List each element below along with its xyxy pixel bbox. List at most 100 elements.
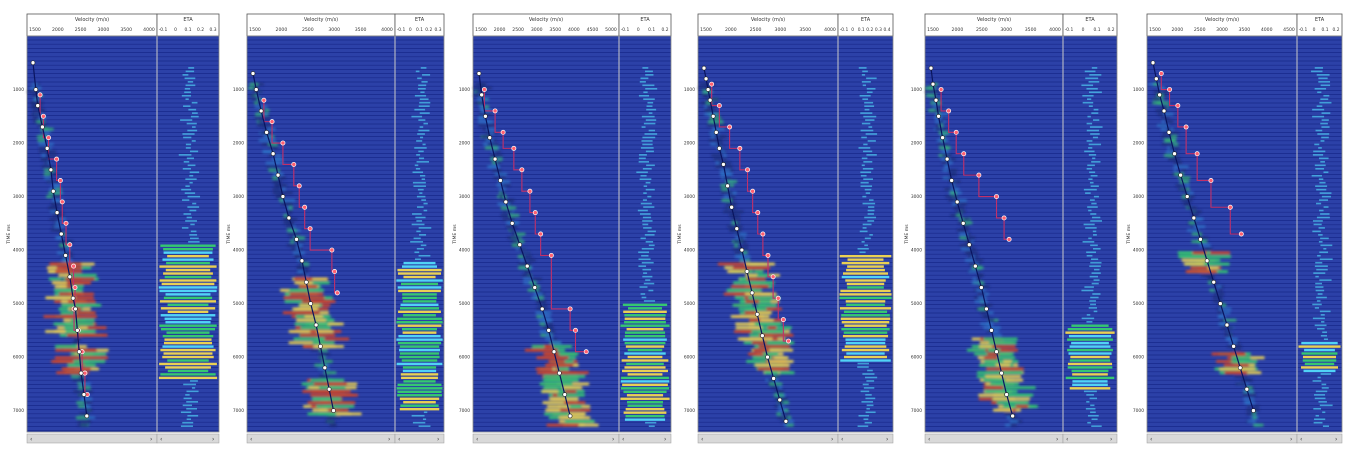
interval-velocity-point[interactable] <box>37 92 43 98</box>
interval-velocity-point[interactable] <box>307 226 313 232</box>
velocity-pick[interactable] <box>264 130 269 135</box>
velocity-pick[interactable] <box>734 226 740 231</box>
velocity-pick[interactable] <box>503 199 509 205</box>
scroll-right-icon[interactable]: › <box>664 436 666 443</box>
velocity-pick[interactable] <box>253 87 259 92</box>
velocity-pick[interactable] <box>50 188 56 194</box>
interval-velocity-point[interactable] <box>329 247 335 253</box>
velocity-pick[interactable] <box>721 162 726 167</box>
velocity-pick[interactable] <box>725 183 730 189</box>
velocity-scrollbar[interactable] <box>246 433 396 444</box>
velocity-scrollbar[interactable] <box>472 433 620 444</box>
interval-velocity-point[interactable] <box>280 140 286 146</box>
velocity-pick[interactable] <box>710 113 716 119</box>
velocity-pick[interactable] <box>1224 322 1230 328</box>
velocity-pick[interactable] <box>286 215 292 221</box>
velocity-pick[interactable] <box>35 103 41 108</box>
scroll-left-icon[interactable]: ‹ <box>928 436 930 443</box>
velocity-pick[interactable] <box>487 135 493 140</box>
velocity-pick[interactable] <box>63 253 68 258</box>
velocity-pick[interactable] <box>979 285 984 290</box>
interval-velocity-point[interactable] <box>46 135 52 141</box>
velocity-pick[interactable] <box>783 418 789 424</box>
velocity-pick[interactable] <box>967 242 972 248</box>
interval-velocity-point[interactable] <box>938 87 944 92</box>
interval-velocity-point[interactable] <box>1001 215 1007 221</box>
velocity-pick[interactable] <box>765 354 770 360</box>
velocity-pick[interactable] <box>75 328 80 333</box>
velocity-pick[interactable] <box>84 413 90 419</box>
scroll-left-icon[interactable]: ‹ <box>160 436 162 443</box>
interval-velocity-point[interactable] <box>291 161 297 167</box>
velocity-pick[interactable] <box>48 167 54 173</box>
velocity-pick[interactable] <box>1218 301 1223 306</box>
velocity-pick[interactable] <box>33 87 39 92</box>
scroll-left-icon[interactable]: ‹ <box>1150 436 1152 443</box>
velocity-pick[interactable] <box>318 344 323 349</box>
velocity-pick[interactable] <box>707 97 713 103</box>
velocity-pick[interactable] <box>933 97 939 103</box>
velocity-pick[interactable] <box>713 130 719 135</box>
interval-velocity-point[interactable] <box>745 167 750 173</box>
scroll-right-icon[interactable]: › <box>1290 436 1292 443</box>
velocity-pick[interactable] <box>999 370 1004 376</box>
velocity-pick[interactable] <box>949 178 954 183</box>
velocity-pick[interactable] <box>331 408 336 413</box>
velocity-pick[interactable] <box>1237 365 1243 371</box>
scroll-left-icon[interactable]: ‹ <box>250 436 252 443</box>
interval-velocity-point[interactable] <box>548 252 554 258</box>
velocity-pick[interactable] <box>270 151 276 157</box>
velocity-pick[interactable] <box>1161 108 1167 114</box>
velocity-pick[interactable] <box>749 290 755 296</box>
velocity-pick[interactable] <box>54 210 60 215</box>
velocity-pick[interactable] <box>483 113 488 119</box>
velocity-pick[interactable] <box>1211 279 1217 285</box>
velocity-scrollbar[interactable] <box>924 433 1064 444</box>
interval-velocity-point[interactable] <box>567 306 573 312</box>
interval-velocity-point[interactable] <box>1167 87 1173 92</box>
velocity-pick[interactable] <box>994 349 999 355</box>
scroll-left-icon[interactable]: ‹ <box>398 436 400 443</box>
interval-velocity-point[interactable] <box>527 188 533 194</box>
velocity-pick[interactable] <box>1154 76 1159 82</box>
velocity-scrollbar[interactable] <box>26 433 158 444</box>
scroll-right-icon[interactable]: › <box>831 436 833 443</box>
velocity-pick[interactable] <box>1184 194 1190 199</box>
velocity-pick[interactable] <box>304 279 309 285</box>
interval-velocity-point[interactable] <box>63 220 69 226</box>
velocity-pick[interactable] <box>479 92 484 98</box>
interval-velocity-point[interactable] <box>961 151 967 157</box>
velocity-pick[interactable] <box>250 71 256 76</box>
velocity-pick[interactable] <box>1150 60 1156 66</box>
scroll-right-icon[interactable]: › <box>150 436 152 443</box>
velocity-pick[interactable] <box>326 386 332 392</box>
velocity-pick[interactable] <box>739 247 745 253</box>
interval-velocity-point[interactable] <box>538 231 544 237</box>
velocity-pick[interactable] <box>729 204 734 210</box>
interval-velocity-point[interactable] <box>261 97 267 103</box>
velocity-pick[interactable] <box>777 397 783 403</box>
interval-velocity-point[interactable] <box>953 129 959 135</box>
velocity-pick[interactable] <box>524 263 530 269</box>
velocity-pick[interactable] <box>280 194 286 199</box>
interval-velocity-point[interactable] <box>54 156 60 162</box>
interval-velocity-point[interactable] <box>583 349 589 355</box>
scroll-left-icon[interactable]: ‹ <box>841 436 843 443</box>
velocity-scrollbar[interactable] <box>1146 433 1298 444</box>
velocity-pick[interactable] <box>1244 386 1250 392</box>
interval-velocity-point[interactable] <box>1208 178 1214 183</box>
interval-velocity-point[interactable] <box>71 263 77 269</box>
interval-velocity-point[interactable] <box>750 188 756 194</box>
velocity-pick[interactable] <box>30 60 36 66</box>
interval-velocity-point[interactable] <box>716 103 722 109</box>
velocity-pick[interactable] <box>1166 130 1172 135</box>
velocity-pick[interactable] <box>701 65 707 71</box>
interval-velocity-point[interactable] <box>786 338 791 344</box>
velocity-pick[interactable] <box>308 301 313 306</box>
scroll-right-icon[interactable]: › <box>437 436 439 443</box>
interval-velocity-point[interactable] <box>727 124 733 130</box>
interval-velocity-point[interactable] <box>770 274 776 280</box>
scroll-right-icon[interactable]: › <box>612 436 614 443</box>
velocity-pick[interactable] <box>717 146 722 151</box>
velocity-pick[interactable] <box>299 258 305 264</box>
